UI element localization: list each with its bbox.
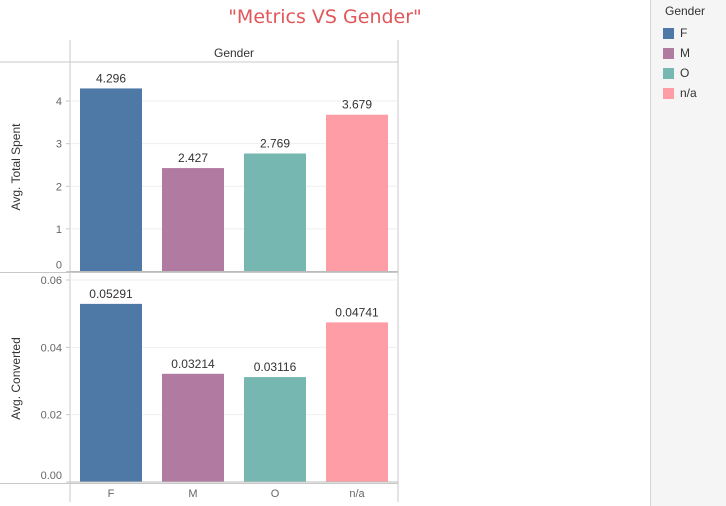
y-tick-label: 0 bbox=[56, 260, 62, 272]
legend-label-na: n/a bbox=[680, 86, 697, 100]
bar bbox=[162, 168, 224, 272]
chart-title: "Metrics VS Gender" bbox=[228, 6, 422, 28]
legend-panel: Gender F M O n/a bbox=[650, 0, 726, 506]
legend-item-m[interactable]: M bbox=[663, 46, 690, 60]
legend-swatch-m bbox=[663, 47, 674, 59]
x-tick-label: n/a bbox=[349, 488, 365, 500]
y-tick-label: 3 bbox=[56, 139, 62, 151]
bar bbox=[244, 153, 306, 272]
legend-label-f: F bbox=[680, 26, 688, 40]
legend-item-f[interactable]: F bbox=[663, 26, 687, 40]
bar-value-label: 0.04741 bbox=[335, 305, 379, 319]
legend-swatch-na bbox=[663, 87, 674, 99]
y-tick-label: 0.02 bbox=[41, 410, 62, 422]
bar-value-label: 4.296 bbox=[96, 71, 126, 85]
legend-label-o: O bbox=[680, 66, 690, 80]
bar-value-label: 0.03116 bbox=[254, 360, 297, 374]
bar bbox=[162, 373, 224, 482]
bar bbox=[326, 114, 388, 272]
bar-value-label: 0.05291 bbox=[89, 287, 133, 301]
x-tick-label: M bbox=[188, 488, 197, 500]
y-tick-label: 2 bbox=[56, 181, 62, 193]
bar bbox=[326, 322, 388, 482]
y-tick-label: 4 bbox=[56, 96, 62, 108]
column-header-label: Gender bbox=[214, 46, 254, 60]
bar-value-label: 2.427 bbox=[178, 151, 208, 165]
bar-value-label: 2.769 bbox=[260, 137, 290, 151]
legend-item-o[interactable]: O bbox=[663, 66, 689, 80]
bar bbox=[80, 303, 142, 482]
x-tick-label: F bbox=[108, 488, 115, 500]
y-axis-title: Avg. Total Spent bbox=[9, 123, 23, 211]
y-tick-label: 1 bbox=[56, 224, 62, 236]
bar bbox=[244, 377, 306, 482]
legend-item-na[interactable]: n/a bbox=[663, 86, 697, 100]
legend-title: Gender bbox=[665, 4, 706, 18]
bar bbox=[80, 88, 142, 272]
y-tick-label: 0.00 bbox=[41, 470, 62, 482]
legend-swatch-o bbox=[663, 67, 674, 79]
chart-area: Gender 0 1 2 3 4 Avg. Total Spent 4.296 2.427 2.7… bbox=[0, 40, 399, 502]
legend-label-m: M bbox=[680, 46, 690, 60]
y-axis-title: Avg. Converted bbox=[9, 337, 23, 420]
y-tick-label: 0.06 bbox=[41, 275, 62, 287]
x-tick-label: O bbox=[271, 488, 280, 500]
y-tick-label: 0.04 bbox=[41, 342, 62, 354]
legend-swatch-f bbox=[663, 27, 674, 39]
bar-value-label: 0.03214 bbox=[171, 357, 215, 371]
bar-value-label: 3.679 bbox=[342, 98, 372, 112]
